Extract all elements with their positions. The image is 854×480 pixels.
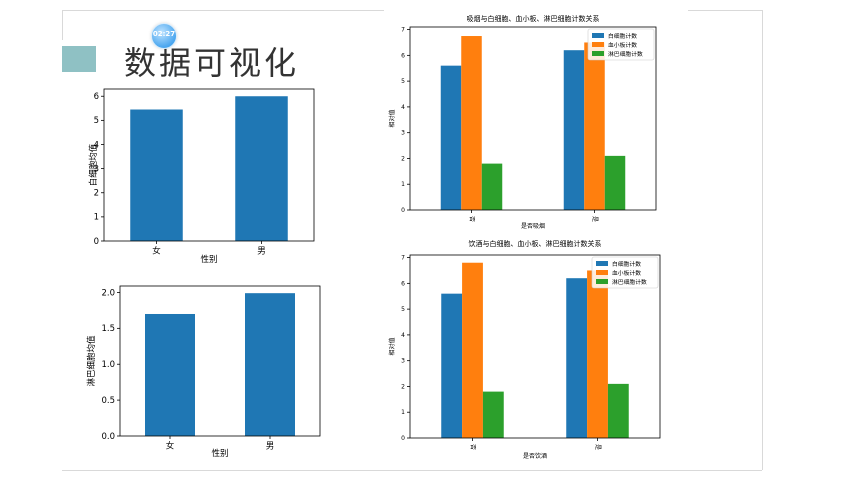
- y-tick-label: 2: [94, 189, 99, 199]
- x-axis-label: 是否饮酒: [523, 452, 547, 460]
- x-tick-label: 女: [166, 441, 175, 452]
- y-tick-label: 1.0: [101, 360, 115, 370]
- bar-value-0: [130, 109, 183, 241]
- title-accent-block: [62, 46, 96, 72]
- bar-series0-1: [566, 278, 588, 438]
- y-tick-label: 3: [94, 164, 99, 174]
- x-axis-label: 是否吸烟: [521, 222, 545, 230]
- chart-lymphocyte-by-gender: 0.0 0.5 1.0 1.5 2.0 女 男性别 淋巴细胞均值: [84, 278, 322, 460]
- y-tick-label: 1.5: [101, 324, 115, 334]
- legend-box: [591, 256, 659, 289]
- y-tick-label: 6: [401, 52, 405, 59]
- legend-label-series2: 淋巴细胞计数: [612, 278, 647, 286]
- bar-series0-0: [441, 293, 463, 438]
- bar-series2-1: [604, 155, 626, 210]
- bar-series2-0: [481, 163, 503, 210]
- y-tick-label: 0.0: [101, 432, 115, 442]
- slide-frame-bottom-line: [62, 470, 762, 471]
- y-axis-label: 淋巴细胞均值: [86, 335, 97, 387]
- plot-area-frame: [103, 88, 315, 242]
- y-tick-label: 3: [401, 358, 405, 365]
- timer-badge-text: 02:27: [152, 30, 176, 38]
- x-tick-label: 男: [257, 247, 266, 257]
- x-tick-label: 是: [591, 216, 598, 222]
- legend-label-series1: 血小板计数: [612, 269, 641, 277]
- y-tick-label: 0: [94, 237, 99, 247]
- y-tick-label: 1: [94, 213, 99, 223]
- bar-series2-1: [607, 383, 629, 438]
- page-title: 数据可视化: [124, 44, 300, 82]
- y-axis-label: 相对值: [388, 109, 396, 127]
- chart-white-cell-by-gender: 0 1 2 3 4 5 6 女 男性别 白细胞均值: [84, 86, 322, 268]
- y-tick-label: 2: [401, 155, 405, 162]
- bar-series1-0: [462, 262, 483, 438]
- y-tick-label: 5: [401, 78, 405, 85]
- x-tick-label: 否: [468, 216, 475, 222]
- y-tick-label: 2: [401, 383, 405, 390]
- y-axis-label: 相对值: [388, 337, 396, 355]
- y-tick-label: 7: [401, 27, 405, 34]
- y-tick-label: 4: [401, 332, 405, 339]
- y-axis-label: 白细胞均值: [88, 143, 99, 186]
- x-tick-label: 男: [266, 442, 275, 452]
- y-tick-label: 1: [401, 181, 405, 188]
- legend-swatch-series2: [596, 279, 608, 284]
- legend-swatch-series2: [592, 51, 604, 56]
- y-tick-label: 3: [401, 130, 405, 137]
- legend-box: [587, 28, 655, 61]
- bar-value-0: [145, 313, 195, 436]
- timer-badge[interactable]: 02:27: [151, 23, 177, 49]
- y-tick-label: 1: [401, 409, 405, 416]
- plot-area-frame: [119, 285, 321, 437]
- x-axis-label: 性别: [200, 254, 217, 265]
- y-tick-label: 0: [401, 207, 405, 214]
- legend-label-series2: 淋巴细胞计数: [608, 50, 643, 58]
- legend-swatch-series1: [592, 42, 604, 47]
- bar-series0-1: [563, 50, 585, 211]
- legend-swatch-series1: [596, 270, 608, 275]
- y-tick-label: 6: [401, 280, 405, 287]
- plot-area-frame: [409, 26, 657, 211]
- plot-area-frame: [409, 254, 661, 439]
- bar-series1-1: [587, 270, 608, 438]
- slide-frame-right-line: [762, 10, 763, 470]
- chart-title: 吸烟与白细胞、血小板、淋巴细胞计数关系: [467, 14, 600, 23]
- y-tick-label: 4: [401, 104, 405, 111]
- x-tick-label: 是: [594, 444, 601, 450]
- y-tick-label: 0: [401, 435, 405, 442]
- y-tick-label: 7: [401, 255, 405, 262]
- x-tick-label: 否: [469, 444, 476, 450]
- y-tick-label: 5: [94, 116, 99, 126]
- legend-label-series0: 白细胞计数: [608, 32, 637, 40]
- bar-value-1: [245, 293, 295, 436]
- y-tick-label: 2.0: [101, 288, 115, 298]
- legend-label-series1: 血小板计数: [608, 41, 637, 49]
- legend-swatch-series0: [592, 33, 604, 38]
- bar-series1-1: [584, 42, 605, 211]
- y-tick-label: 0.5: [101, 396, 115, 406]
- slide-frame-left-line: [62, 10, 63, 40]
- chart-title: 饮酒与白细胞、血小板、淋巴细胞计数关系: [469, 239, 602, 248]
- bar-value-1: [235, 96, 288, 241]
- legend-label-series0: 白细胞计数: [612, 260, 641, 268]
- bar-series0-0: [440, 65, 462, 210]
- x-tick-label: 女: [152, 246, 161, 257]
- y-tick-label: 4: [94, 140, 99, 150]
- y-tick-label: 5: [401, 306, 405, 313]
- x-axis-label: 性别: [211, 448, 228, 459]
- bar-series1-0: [461, 36, 482, 211]
- y-tick-label: 6: [94, 92, 99, 102]
- legend-swatch-series0: [596, 261, 608, 266]
- bar-series2-0: [482, 391, 504, 438]
